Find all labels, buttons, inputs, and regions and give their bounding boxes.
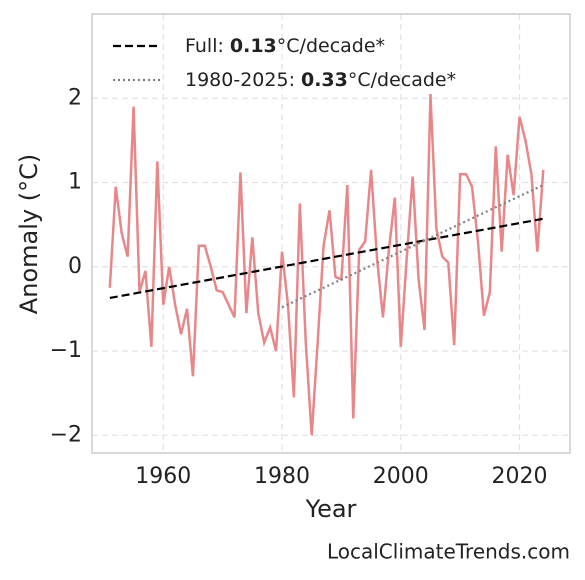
data-line bbox=[108, 93, 545, 436]
legend-label: 1980-2025: 0.33°C/decade* bbox=[185, 69, 456, 91]
y-tick-label: −1 bbox=[50, 338, 82, 363]
x-tick-label: 1980 bbox=[254, 464, 310, 489]
y-tick-label: 2 bbox=[68, 85, 82, 110]
trend-line bbox=[281, 184, 544, 309]
legend-unit: °C/decade* bbox=[348, 69, 456, 91]
x-tick-label: 2020 bbox=[492, 464, 548, 489]
legend-slope: 0.13 bbox=[230, 35, 277, 57]
x-tick-label: 2000 bbox=[373, 464, 429, 489]
trend-line bbox=[109, 217, 544, 300]
x-tick-label: 1960 bbox=[135, 464, 191, 489]
y-tick-label: 1 bbox=[68, 170, 82, 195]
legend-slope: 0.33 bbox=[301, 69, 348, 91]
legend-name: 1980-2025: bbox=[185, 69, 295, 91]
source: LocalClimateTrends.com bbox=[327, 540, 570, 564]
y-tick-label: 0 bbox=[68, 254, 82, 279]
legend-name: Full: bbox=[185, 35, 224, 57]
y-axis-label: Anomaly (°C) bbox=[15, 154, 43, 314]
y-tick-label: −2 bbox=[50, 422, 82, 447]
legend-label: Full: 0.13°C/decade* bbox=[185, 35, 385, 57]
x-axis-label: Year bbox=[305, 495, 357, 523]
legend-unit: °C/decade* bbox=[277, 35, 385, 57]
plot-frame bbox=[91, 13, 571, 454]
